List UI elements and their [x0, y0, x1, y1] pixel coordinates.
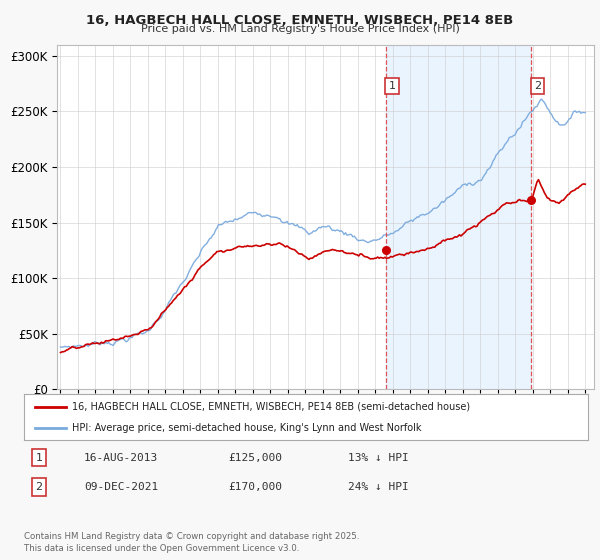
Text: 09-DEC-2021: 09-DEC-2021	[84, 482, 158, 492]
Text: 16, HAGBECH HALL CLOSE, EMNETH, WISBECH, PE14 8EB: 16, HAGBECH HALL CLOSE, EMNETH, WISBECH,…	[86, 14, 514, 27]
Bar	[386, 45, 532, 389]
Text: HPI: Average price, semi-detached house, King's Lynn and West Norfolk: HPI: Average price, semi-detached house,…	[72, 423, 421, 433]
Text: Price paid vs. HM Land Registry's House Price Index (HPI): Price paid vs. HM Land Registry's House …	[140, 24, 460, 34]
Text: 1: 1	[389, 81, 396, 91]
Text: 16-AUG-2013: 16-AUG-2013	[84, 452, 158, 463]
Text: £170,000: £170,000	[228, 482, 282, 492]
Text: 13% ↓ HPI: 13% ↓ HPI	[348, 452, 409, 463]
Text: 24% ↓ HPI: 24% ↓ HPI	[348, 482, 409, 492]
Text: 2: 2	[35, 482, 43, 492]
Text: Contains HM Land Registry data © Crown copyright and database right 2025.
This d: Contains HM Land Registry data © Crown c…	[24, 532, 359, 553]
Text: 16, HAGBECH HALL CLOSE, EMNETH, WISBECH, PE14 8EB (semi-detached house): 16, HAGBECH HALL CLOSE, EMNETH, WISBECH,…	[72, 402, 470, 412]
Text: £125,000: £125,000	[228, 452, 282, 463]
Text: 2: 2	[534, 81, 541, 91]
Text: 1: 1	[35, 452, 43, 463]
